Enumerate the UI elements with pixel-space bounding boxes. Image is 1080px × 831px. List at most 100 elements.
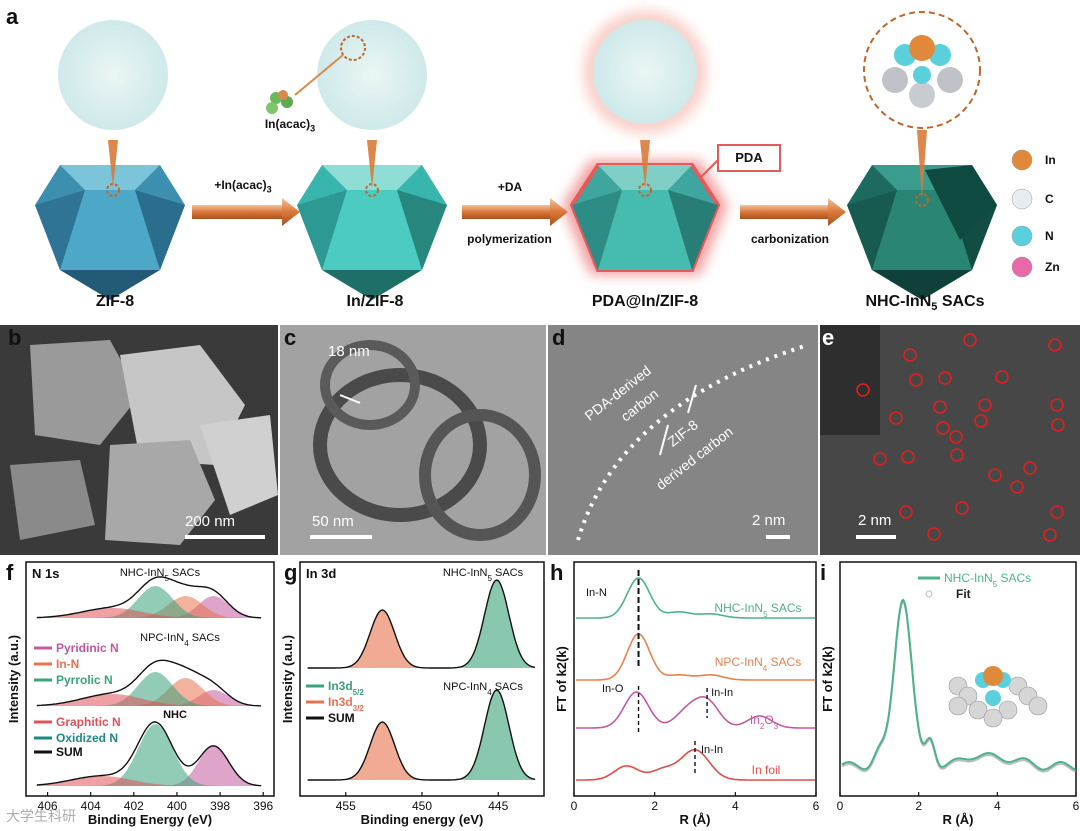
caption-pda-in-zif8: PDA@In/ZIF-8 <box>591 293 699 310</box>
caption-nhc-inn5: NHC-InN5 SACs <box>865 293 985 314</box>
scalebar-c-label: 50 nm <box>312 513 354 530</box>
single-atom-marker <box>1051 418 1065 432</box>
component-peak <box>36 608 264 618</box>
scalebar-c <box>310 535 372 539</box>
component-peak <box>36 678 264 706</box>
series-label: NPC-InN4 SACs <box>715 655 801 673</box>
series-label: In2O3 <box>750 713 779 731</box>
legend-label: Graphitic N <box>56 715 121 729</box>
scalebar-d-label: 2 nm <box>752 512 786 529</box>
legend-label: Pyridinic N <box>56 641 119 655</box>
single-atom-marker <box>899 505 913 519</box>
annotation: In-In <box>701 744 723 756</box>
measured-curve <box>841 598 1076 771</box>
caption-in-zif8: In/ZIF-8 <box>346 293 404 310</box>
legend-label: In3d3/2 <box>328 695 364 713</box>
arrow-2 <box>462 198 568 226</box>
x-tick-label: 6 <box>1073 799 1080 813</box>
y-axis-label: Intensity (a.u.) <box>6 635 21 723</box>
carbon-atom <box>968 700 988 720</box>
component-peak <box>36 596 264 618</box>
legend-label: Pyrrolic N <box>56 673 113 687</box>
shell-thickness-label: 18 nm <box>328 343 370 360</box>
component-peak <box>36 694 264 706</box>
legend-label: SUM <box>56 745 83 759</box>
chart-g-in3d-xps: 455 450 445 Binding energy (eV) Intensity (a… <box>280 561 545 827</box>
x-axis-label: Binding Energy (eV) <box>88 812 212 827</box>
legend-atom-in <box>1011 149 1033 171</box>
single-atom-marker <box>995 370 1009 384</box>
x-tick-label: 4 <box>732 799 739 813</box>
sem-particles <box>0 325 278 555</box>
legend-label: In3d5/2 <box>328 679 364 697</box>
arrow1-label: +In(acac)3 <box>214 178 272 195</box>
sum-envelope <box>307 689 536 781</box>
x-tick-label: 404 <box>81 799 101 813</box>
component-peak <box>36 724 264 786</box>
precursor-label: In(acac)3 <box>264 117 316 134</box>
spectrum-label: NHC-InN5 SACs <box>443 567 524 583</box>
single-atom-marker <box>1043 528 1057 542</box>
arrow2-bottom-label: polymerization <box>467 232 552 246</box>
x-tick-label: 402 <box>124 799 144 813</box>
panel-label-f: f <box>6 560 14 585</box>
x-tick-label: 6 <box>813 799 820 813</box>
single-atom-marker <box>978 398 992 412</box>
component-peak <box>307 580 537 668</box>
carbon-atom <box>1028 696 1048 716</box>
chart-f-n1s-xps: 406 404 402 400 398 396 Binding Energy (eV) Int… <box>6 561 275 827</box>
legend-label: NHC-InN5 SACs <box>944 571 1031 589</box>
spectrum-1 <box>307 689 537 781</box>
scalebar-e <box>856 535 896 539</box>
single-atom-marker <box>938 371 952 385</box>
carbon-atom <box>948 696 968 716</box>
haadf-single-atoms <box>820 325 1080 555</box>
spectrum-label: NHC-InN5 SACs <box>120 567 201 583</box>
legend-label: Fit <box>956 587 971 601</box>
x-tick-label: 455 <box>336 799 356 813</box>
pda-tag: PDA <box>735 150 763 165</box>
single-atom-marker <box>949 430 963 444</box>
single-atom-marker <box>856 383 870 397</box>
spectrum-1 <box>36 659 264 707</box>
panel-c-tem-image: c 18 nm 50 nm <box>280 325 546 555</box>
zif8-crystal <box>35 20 185 300</box>
sum-envelope <box>307 579 536 669</box>
single-atom-marker <box>1050 505 1064 519</box>
synthesis-schematic <box>35 10 1033 300</box>
exafs-curve <box>576 691 816 729</box>
component-peak <box>307 722 537 780</box>
nhc-inn5-crystal <box>847 11 997 300</box>
spectrum-label: NPC-InN4 SACs <box>443 681 523 697</box>
x-tick-label: 406 <box>38 799 58 813</box>
x-axis-label: R (Å) <box>942 812 973 827</box>
series-label: NHC-InN5 SACs <box>714 601 801 619</box>
spectrum-0 <box>36 576 264 619</box>
single-atom-marker <box>974 414 988 428</box>
arrow2-top-label: +DA <box>497 180 523 194</box>
arrow-3 <box>740 198 846 226</box>
legend-zn: Zn <box>1045 260 1060 274</box>
sum-envelope <box>36 721 262 787</box>
corner-label: In 3d <box>306 566 336 581</box>
y-axis-label: Intensity (a.u.) <box>280 635 295 723</box>
chart-h-exafs: 0 2 4 6 R (Å) FT of k2(k) In-N In-O In-In In-In NH… <box>554 561 820 827</box>
x-tick-label: 445 <box>488 799 508 813</box>
single-atom-marker <box>873 452 887 466</box>
panel-label-c: c <box>284 325 297 350</box>
exafs-curve <box>576 577 816 619</box>
panel-label-a: a <box>6 4 19 29</box>
legend-atom-n <box>1011 225 1033 247</box>
scalebar-b-label: 200 nm <box>185 513 236 530</box>
arrow3-label: carbonization <box>750 232 829 246</box>
exafs-curve <box>576 748 816 781</box>
corner-label: N 1s <box>32 566 59 581</box>
indium-atom <box>983 666 1003 686</box>
panel-label-i: i <box>820 560 827 585</box>
x-axis-label: Binding energy (eV) <box>361 812 484 827</box>
panel-label-g: g <box>284 560 298 585</box>
series-label: In foil <box>752 763 781 777</box>
plot-frame <box>573 561 817 797</box>
single-atom-marker <box>1050 398 1064 412</box>
